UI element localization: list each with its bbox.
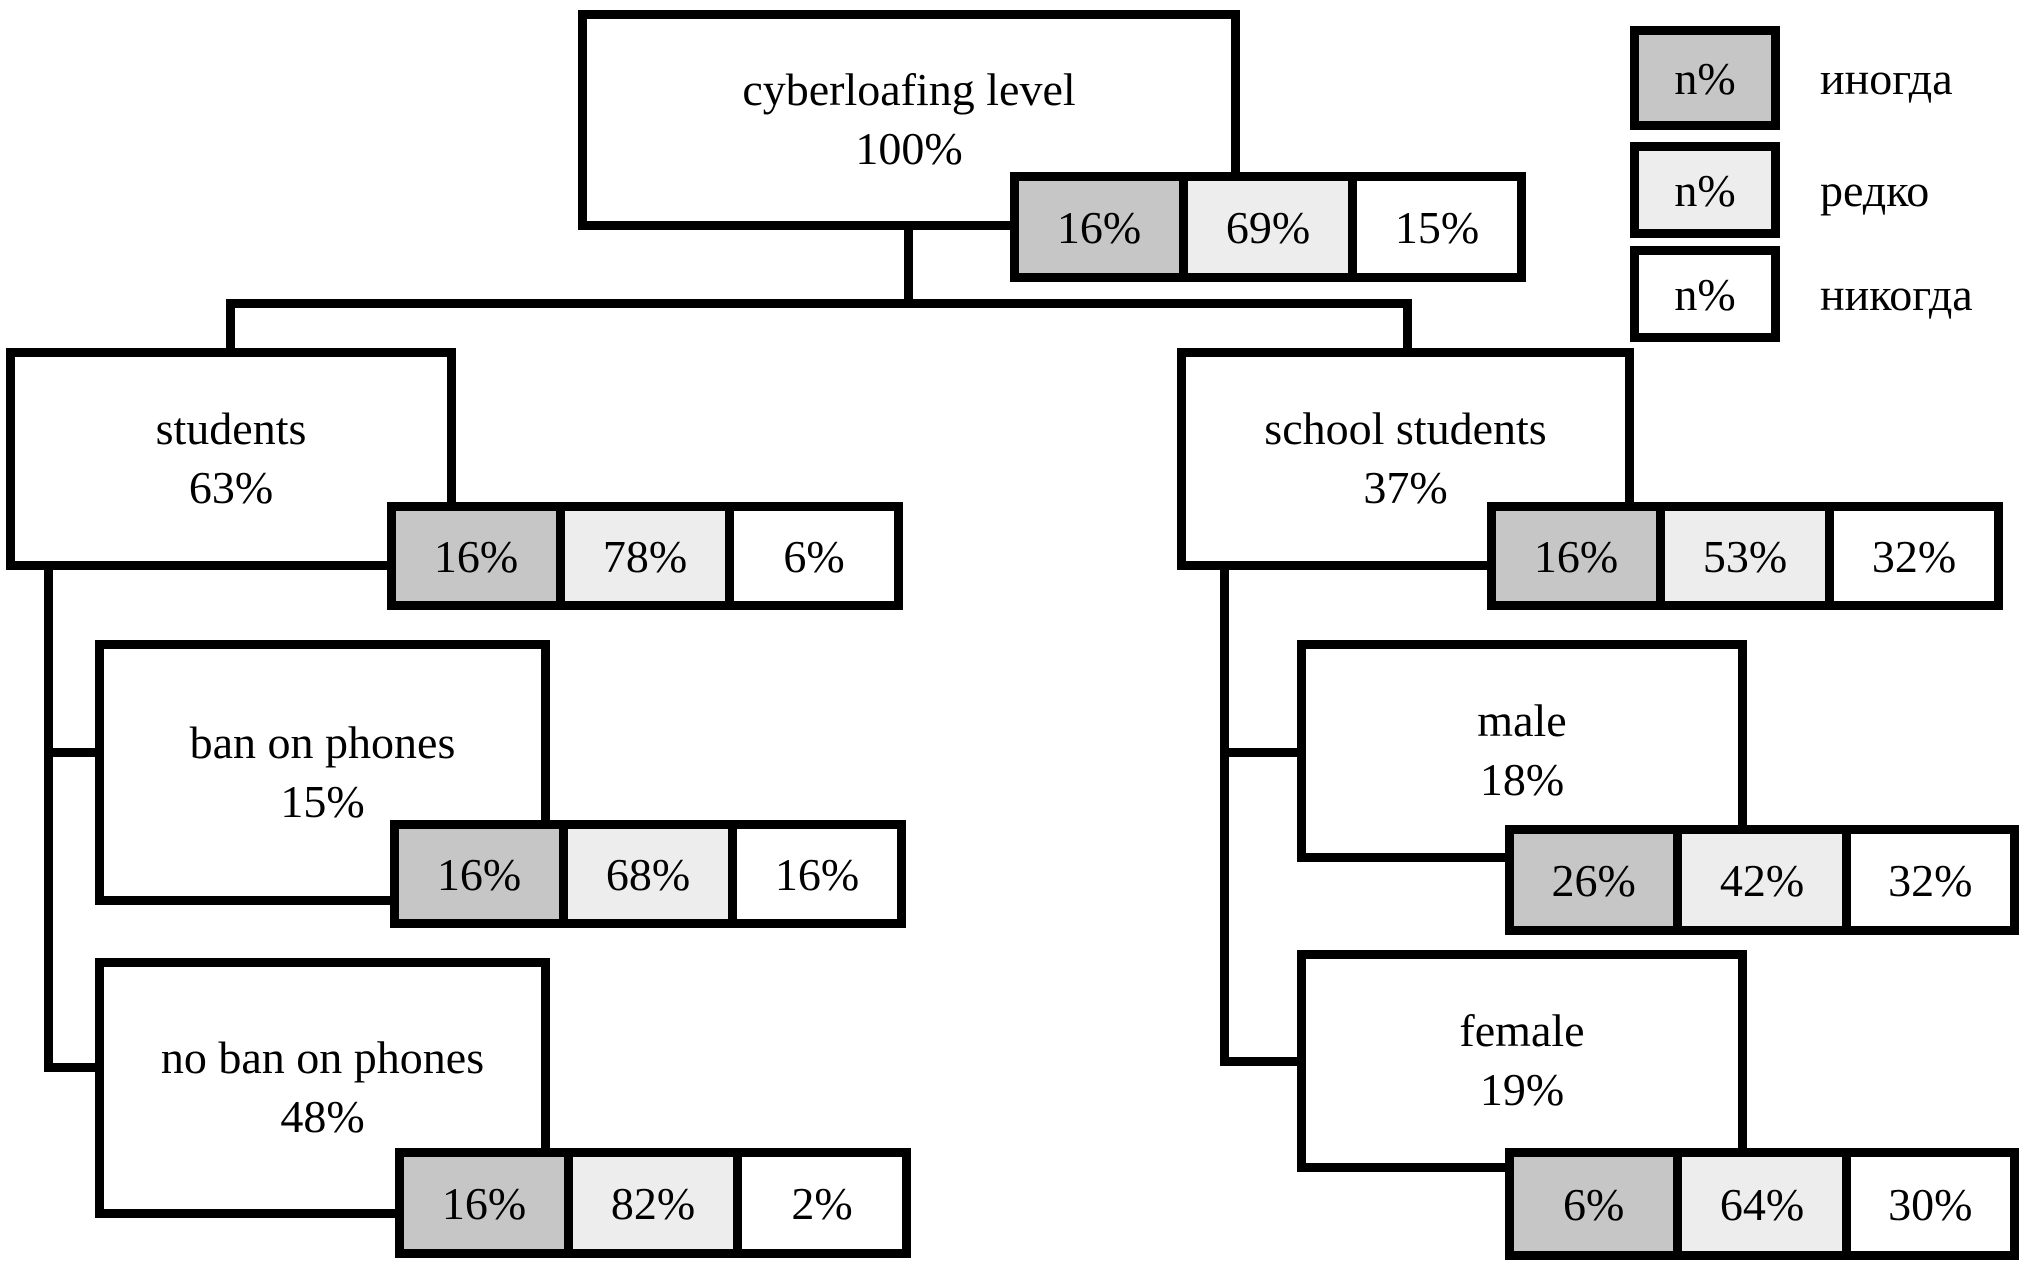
connector-right-rail bbox=[1220, 562, 1229, 1066]
connector-stub-ban-on-phones bbox=[44, 748, 104, 757]
node-no-ban-on-phones-value: 48% bbox=[280, 1091, 365, 1142]
bar-segment-never: 32% bbox=[1834, 511, 1994, 601]
bar-segment-never: 32% bbox=[1850, 834, 2010, 926]
node-no-ban-on-phones-label: no ban on phones bbox=[160, 1032, 485, 1084]
bar-segment-sometimes: 16% bbox=[1496, 511, 1656, 601]
bar-segment-rarely: 78% bbox=[565, 511, 725, 601]
legend-label-never: никогда bbox=[1820, 268, 1973, 320]
bar-segment-never: 16% bbox=[737, 829, 897, 919]
node-ban-on-phones-value: 15% bbox=[280, 775, 365, 827]
node-root-bar: 16% 69% 15% bbox=[1010, 172, 1526, 282]
legend-swatch-never: n% bbox=[1630, 246, 1780, 342]
node-root-value: 100% bbox=[855, 123, 963, 174]
node-students-label: students bbox=[155, 403, 307, 455]
bar-segment-rarely: 68% bbox=[568, 829, 728, 919]
bar-segment-sometimes: 6% bbox=[1514, 1157, 1674, 1251]
node-male-bar: 26% 42% 32% bbox=[1505, 825, 2019, 935]
connector-stub-female bbox=[1220, 1057, 1306, 1066]
node-male-value: 18% bbox=[1479, 754, 1565, 805]
bar-segment-sometimes: 16% bbox=[399, 829, 559, 919]
bar-segment-rarely: 53% bbox=[1665, 511, 1825, 601]
node-ban-on-phones-bar: 16% 68% 16% bbox=[390, 820, 906, 928]
connector-drop-school-students bbox=[1403, 299, 1412, 357]
node-ban-on-phones-label: ban on phones bbox=[189, 716, 456, 768]
node-students-value: 63% bbox=[188, 462, 274, 513]
bar-segment-rarely: 82% bbox=[573, 1157, 733, 1249]
legend-row-sometimes: n% иногда bbox=[1630, 26, 1953, 130]
bar-segment-never: 15% bbox=[1357, 181, 1517, 273]
bar-segment-never: 6% bbox=[734, 511, 894, 601]
legend-row-rarely: n% редко bbox=[1630, 142, 1929, 238]
connector-root-feed bbox=[904, 226, 913, 308]
bar-segment-sometimes: 26% bbox=[1514, 834, 1674, 926]
node-female-bar: 6% 64% 30% bbox=[1505, 1148, 2019, 1260]
connector-left-rail bbox=[44, 562, 53, 1072]
node-school-students-bar: 16% 53% 32% bbox=[1487, 502, 2003, 610]
node-school-students-label: school students bbox=[1264, 403, 1547, 455]
connector-stub-male bbox=[1220, 748, 1306, 757]
node-female-box: female 19% bbox=[1297, 950, 1747, 1172]
bar-segment-rarely: 64% bbox=[1682, 1157, 1842, 1251]
connector-main-rail bbox=[226, 299, 1412, 308]
legend-row-never: n% никогда bbox=[1630, 246, 1973, 342]
legend-label-sometimes: иногда bbox=[1820, 52, 1953, 104]
bar-segment-never: 30% bbox=[1850, 1157, 2010, 1251]
node-no-ban-on-phones-bar: 16% 82% 2% bbox=[395, 1148, 911, 1258]
bar-segment-sometimes: 16% bbox=[404, 1157, 564, 1249]
legend-swatch-sometimes: n% bbox=[1630, 26, 1780, 130]
bar-segment-rarely: 69% bbox=[1188, 181, 1348, 273]
node-school-students-value: 37% bbox=[1363, 462, 1448, 513]
bar-segment-never: 2% bbox=[742, 1157, 902, 1249]
bar-segment-rarely: 42% bbox=[1682, 834, 1842, 926]
legend-swatch-rarely: n% bbox=[1630, 142, 1780, 238]
node-no-ban-on-phones-box: no ban on phones 48% bbox=[95, 958, 550, 1218]
node-female-value: 19% bbox=[1479, 1064, 1565, 1115]
bar-segment-sometimes: 16% bbox=[1019, 181, 1179, 273]
node-students-box: students 63% bbox=[6, 348, 456, 570]
node-male-label: male bbox=[1477, 695, 1567, 747]
node-female-label: female bbox=[1459, 1005, 1585, 1057]
node-students-bar: 16% 78% 6% bbox=[387, 502, 903, 610]
connector-drop-students bbox=[226, 299, 235, 357]
bar-segment-sometimes: 16% bbox=[396, 511, 556, 601]
connector-stub-no-ban-on-phones bbox=[44, 1063, 104, 1072]
node-root-label: cyberloafing level bbox=[742, 64, 1076, 116]
legend-label-rarely: редко bbox=[1820, 164, 1930, 216]
